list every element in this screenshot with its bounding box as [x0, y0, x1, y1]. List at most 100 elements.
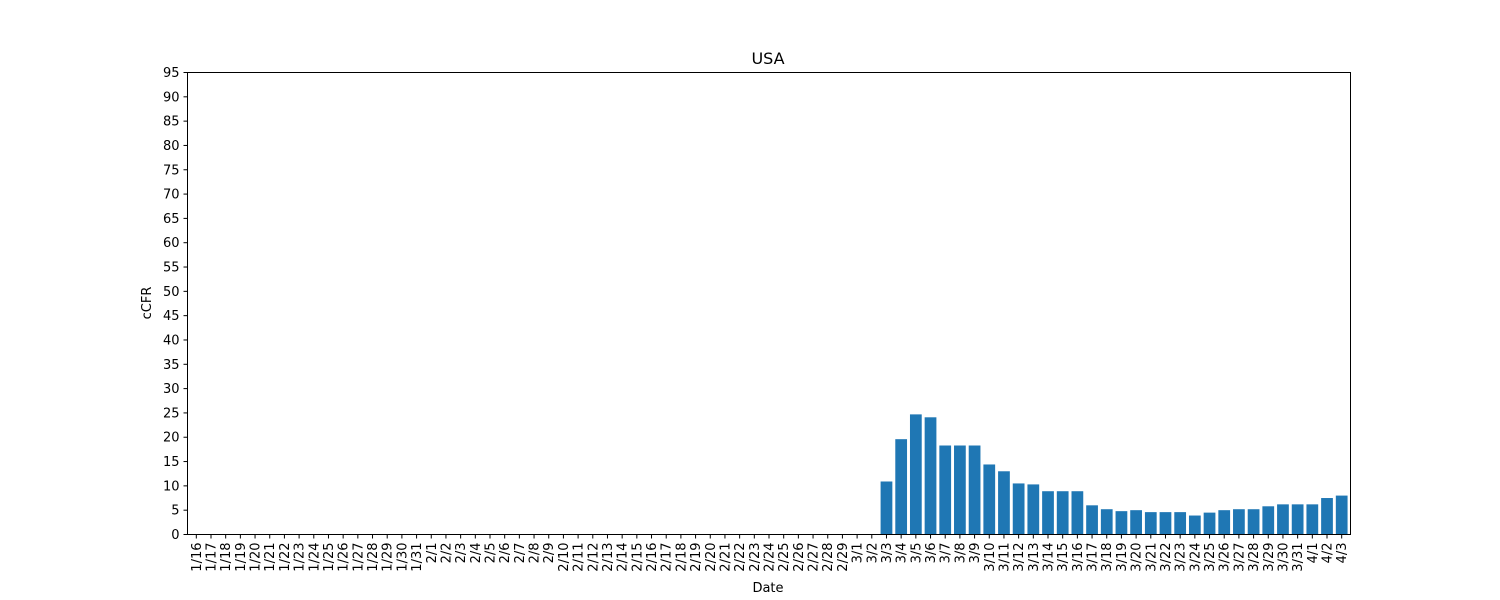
bar	[1056, 491, 1069, 535]
x-tick-label: 1/25	[322, 543, 337, 572]
x-tick-label: 3/17	[1086, 543, 1101, 572]
bar	[1086, 505, 1098, 535]
x-tick-label: 2/22	[733, 543, 748, 572]
x-tick-label: 2/26	[792, 543, 807, 572]
x-tick-label: 3/24	[1188, 543, 1203, 572]
x-tick-label: 3/29	[1262, 543, 1277, 572]
bar	[1233, 509, 1245, 535]
y-tick-label: 65	[163, 212, 180, 227]
x-tick-label: 3/4	[895, 543, 910, 564]
x-tick-label: 3/30	[1276, 543, 1291, 572]
bar	[1012, 483, 1025, 535]
bar	[1306, 504, 1319, 535]
plot-frame	[187, 72, 1351, 535]
x-tick-label: 2/9	[542, 543, 557, 564]
x-tick-label: 3/3	[880, 543, 895, 564]
x-axis-label: Date	[752, 581, 783, 596]
y-tick-label: 20	[163, 431, 180, 446]
x-tick-label: 3/22	[1159, 543, 1174, 572]
y-tick-label: 95	[163, 66, 180, 81]
x-tick-label: 2/20	[704, 543, 719, 572]
y-tick-label: 25	[163, 406, 180, 421]
y-tick-label: 40	[163, 333, 180, 348]
x-tick-label: 3/7	[939, 543, 954, 564]
x-tick-label: 1/27	[351, 543, 366, 572]
x-tick-label: 1/19	[234, 543, 249, 572]
x-tick-label: 1/29	[381, 543, 396, 572]
x-tick-label: 3/31	[1291, 543, 1306, 572]
y-tick-label: 60	[163, 236, 180, 251]
x-tick-label: 3/21	[1144, 543, 1159, 572]
x-tick-label: 2/14	[616, 543, 631, 572]
x-tick-label: 2/19	[689, 543, 704, 572]
x-tick-label: 3/11	[997, 543, 1012, 572]
x-tick-label: 1/21	[263, 543, 278, 572]
bar	[983, 464, 996, 535]
x-tick-label: 1/30	[395, 543, 410, 572]
y-tick-label: 70	[163, 188, 180, 203]
x-tick-label: 2/5	[484, 543, 499, 564]
y-tick-label: 75	[163, 163, 180, 178]
x-tick-label: 4/2	[1321, 543, 1336, 564]
bar	[1027, 484, 1040, 535]
y-tick-label: 45	[163, 309, 180, 324]
bar	[1188, 515, 1201, 535]
x-tick-label: 2/7	[513, 543, 528, 564]
bar	[1144, 512, 1157, 535]
y-tick-label: 15	[163, 455, 180, 470]
bar	[1130, 510, 1142, 535]
y-tick-label: 90	[163, 90, 180, 105]
bar	[1159, 512, 1172, 535]
x-tick-label: 2/13	[601, 543, 616, 572]
x-tick-label: 2/29	[836, 543, 851, 572]
x-tick-label: 2/17	[660, 543, 675, 572]
x-tick-label: 1/16	[190, 543, 205, 572]
x-tick-label: 1/28	[366, 543, 381, 572]
x-tick-label: 3/26	[1218, 543, 1233, 572]
bar	[1174, 512, 1187, 535]
bar	[880, 481, 893, 535]
y-tick-label: 50	[163, 285, 180, 300]
x-tick-label: 2/25	[777, 543, 792, 572]
x-tick-label: 3/27	[1232, 543, 1247, 572]
bar	[1291, 504, 1304, 535]
bar	[968, 445, 981, 535]
x-tick-label: 1/22	[278, 543, 293, 572]
x-tick-label: 2/24	[763, 543, 778, 572]
bar	[895, 439, 908, 535]
x-tick-label: 2/28	[821, 543, 836, 572]
bar	[954, 445, 966, 535]
bar	[909, 414, 922, 535]
x-tick-label: 1/23	[293, 543, 308, 572]
x-tick-label: 3/10	[983, 543, 998, 572]
y-tick-label: 80	[163, 139, 180, 154]
bar	[1203, 512, 1216, 535]
y-axis-label: cCFR	[140, 287, 155, 320]
y-axis: 0 5 10 15 20 25 30 35 40 45 50 55 60 65 70 75 80 85 90 95	[163, 66, 188, 543]
x-tick-label: 3/9	[968, 543, 983, 564]
x-tick-label: 2/4	[469, 543, 484, 564]
bar	[1247, 509, 1260, 535]
x-tick-label: 3/13	[1027, 543, 1042, 572]
bar	[939, 445, 952, 535]
x-tick-label: 2/16	[645, 543, 660, 572]
x-tick-label: 3/2	[865, 543, 880, 564]
y-tick-label: 85	[163, 115, 180, 130]
bar	[1218, 510, 1231, 535]
y-tick-label: 10	[163, 479, 180, 494]
x-tick-label: 1/18	[219, 543, 234, 572]
x-tick-label: 3/1	[851, 543, 866, 564]
x-tick-label: 3/12	[1012, 543, 1027, 572]
x-tick-label: 2/10	[557, 543, 572, 572]
y-tick-label: 0	[171, 528, 179, 543]
x-tick-label: 3/25	[1203, 543, 1218, 572]
x-tick-label: 3/8	[953, 543, 968, 564]
x-tick-label: 3/15	[1056, 543, 1071, 572]
bar	[924, 417, 937, 535]
bar	[998, 471, 1010, 535]
x-tick-label: 3/18	[1100, 543, 1115, 572]
bar	[1100, 509, 1113, 535]
x-tick-label: 2/23	[748, 543, 763, 572]
y-tick-label: 55	[163, 261, 180, 276]
bar	[1071, 491, 1084, 535]
